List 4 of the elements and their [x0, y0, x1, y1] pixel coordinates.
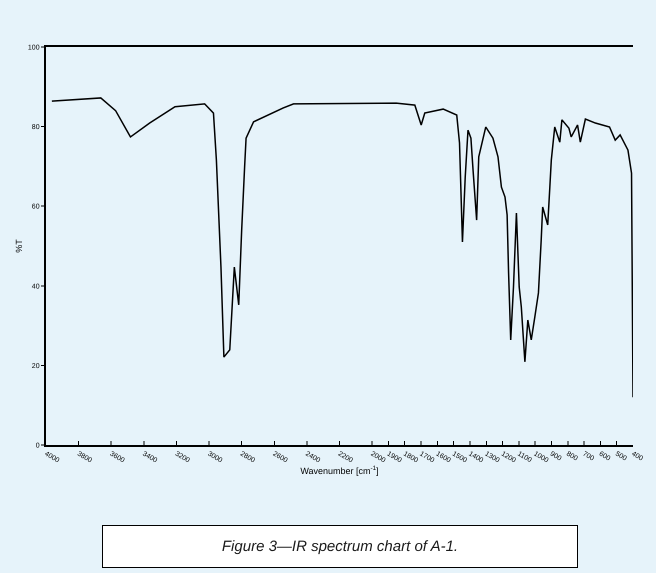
y-axis-title: %T	[14, 238, 24, 253]
caption: Figure 3—IR spectrum chart of A-1.	[222, 538, 458, 555]
x-axis-title: Wavenumber [cm$^{-1}$]	[300, 465, 379, 476]
line-series	[51, 97, 633, 398]
